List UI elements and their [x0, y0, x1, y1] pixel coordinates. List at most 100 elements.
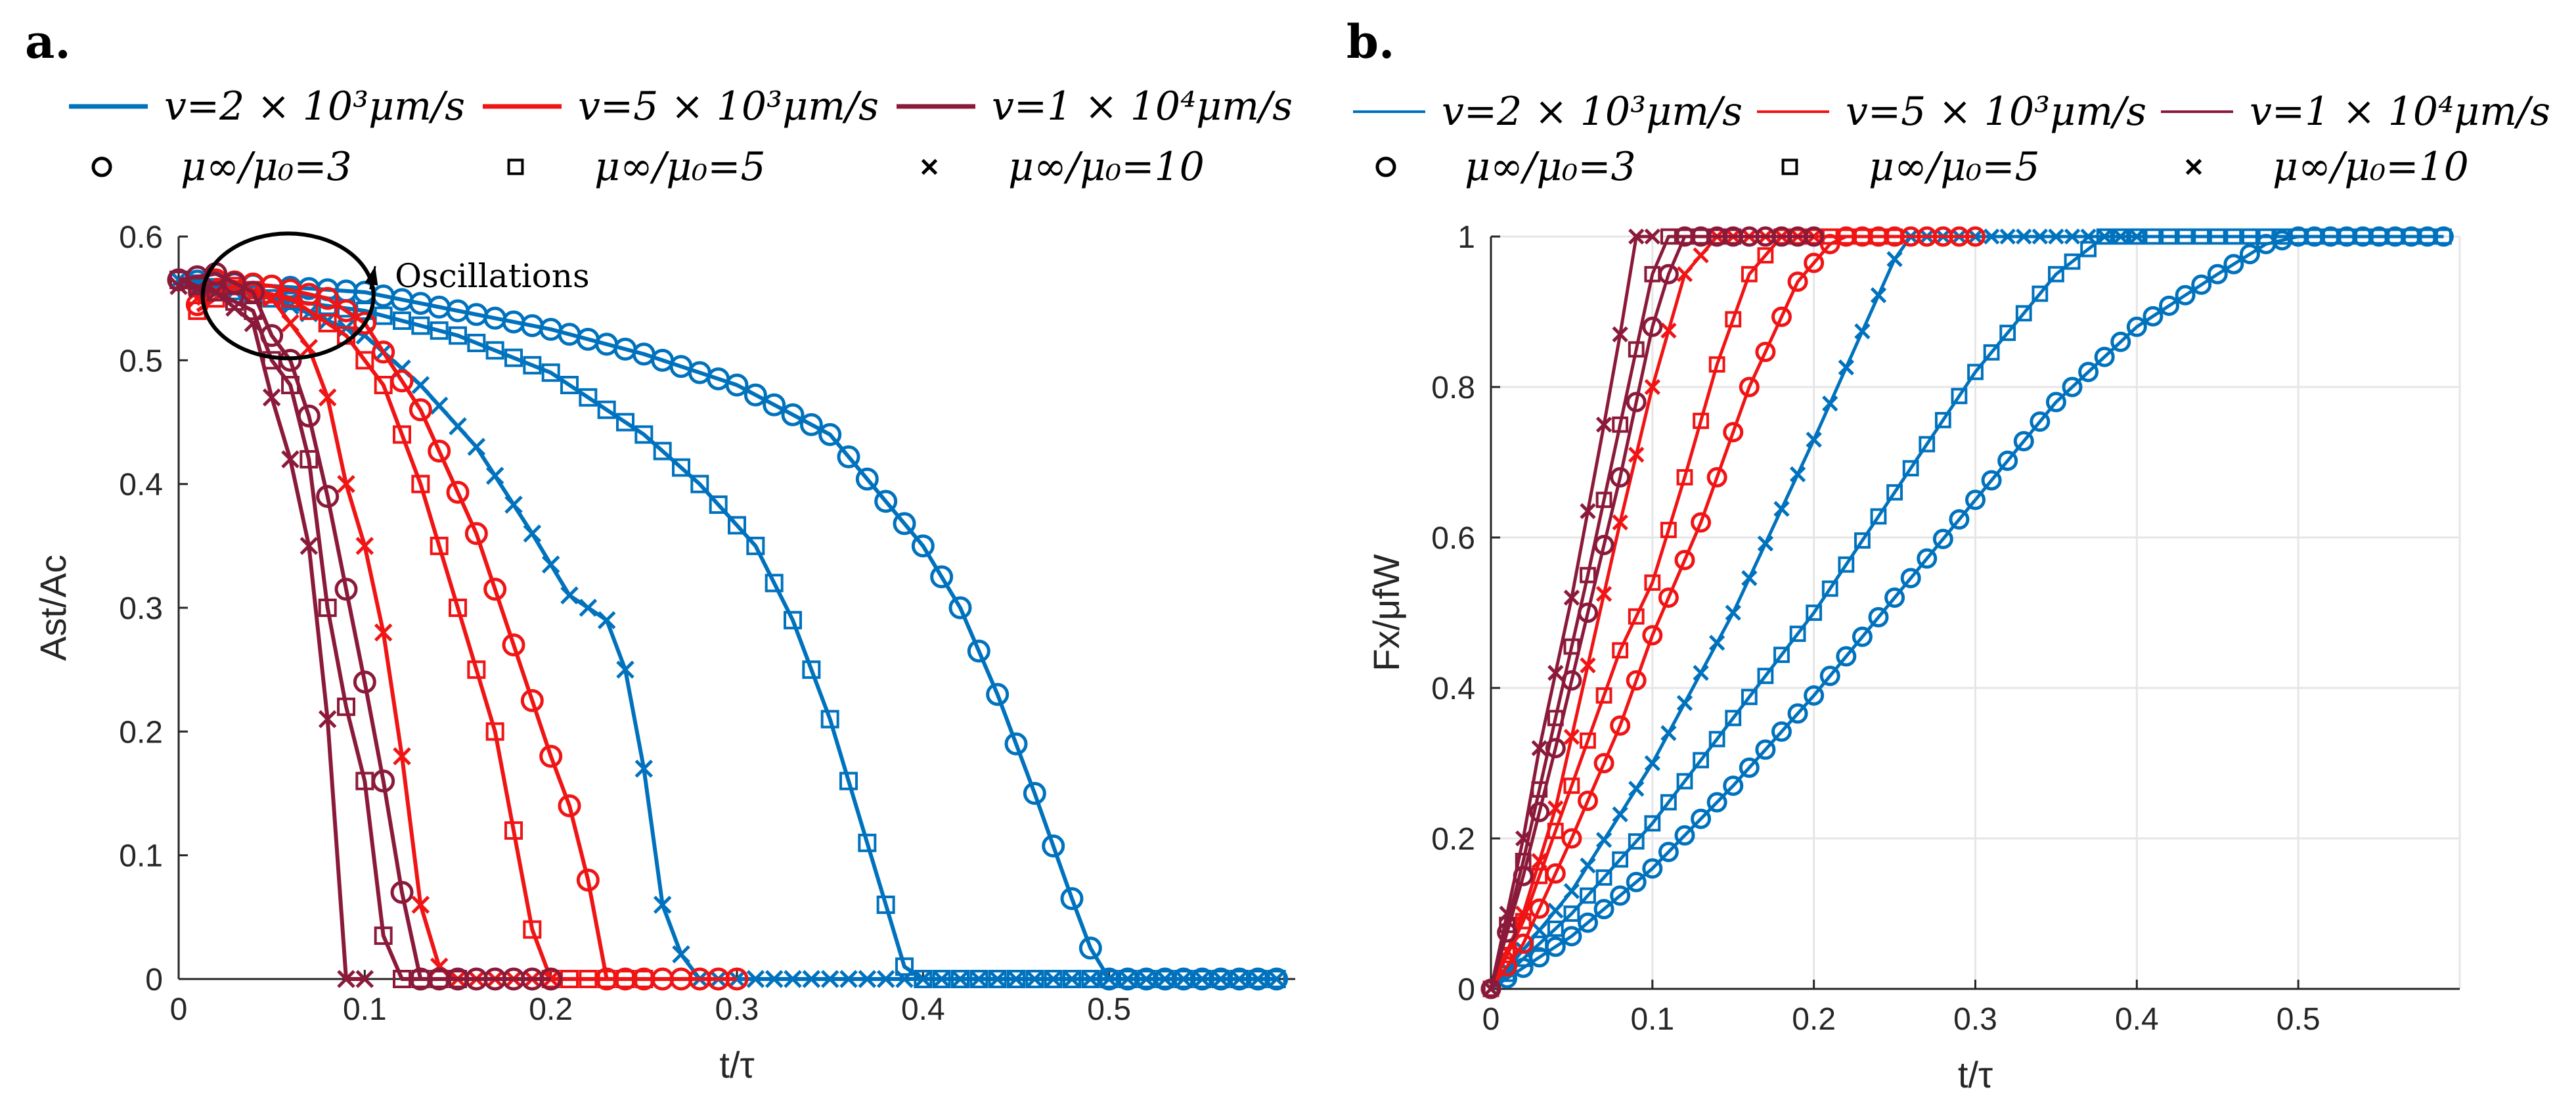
series-3-point-15-stroke-2	[430, 396, 449, 415]
series-3-point-35-stroke-2	[802, 970, 821, 988]
panel-b: b. v=2 × 10³μm/s v=5 × 10³μm/s v=1 × 10⁴μm…	[1346, 14, 2550, 1095]
legend-speed-label-2: v=5 × 10³μm/s	[578, 83, 879, 129]
series-4-point-3	[1513, 933, 1534, 954]
series-8-point-15	[1708, 228, 1725, 245]
series-6-point-5	[1547, 800, 1564, 817]
series-1-point-15	[1706, 792, 1727, 813]
series-1-point-26	[1884, 587, 1905, 608]
y-tick-label-6: 1	[1457, 220, 1475, 255]
series-1-point-49	[1060, 887, 1084, 911]
series-2-point-15	[1708, 731, 1725, 748]
series-3-point-37-stroke-2	[839, 970, 858, 988]
series-9-point-1-stroke-2	[1482, 980, 1499, 997]
series-3-point-41	[2129, 228, 2145, 245]
series-5-point-24	[616, 970, 634, 988]
series-4-point-14	[1691, 512, 1712, 533]
x-tick-label-4: 0.3	[715, 992, 759, 1027]
series-2-point-19	[504, 348, 523, 367]
series-line-2	[178, 277, 1277, 981]
series-9-point-2-stroke-2	[1499, 905, 1515, 922]
series-3-point-16	[449, 417, 467, 436]
series-4-point-22	[576, 868, 600, 892]
series-6-point-13	[411, 896, 430, 914]
series-2-point-29	[1934, 411, 1951, 428]
series-3-point-34	[784, 970, 802, 988]
series-5-point-8	[318, 313, 337, 332]
series-5-point-6	[281, 289, 300, 308]
series-5-point-17	[485, 722, 504, 741]
series-6-point-6-stroke-2	[1563, 729, 1580, 745]
series-3-point-58-stroke-2	[1230, 970, 1249, 988]
series-9-point-7	[1580, 503, 1596, 520]
series-1-point-46	[2207, 263, 2228, 285]
series-3-point-26	[634, 760, 654, 778]
series-3-point-18-stroke-2	[1757, 535, 1774, 552]
series-5-point-16	[1725, 311, 1742, 328]
series-7-point-9	[316, 485, 340, 508]
series-2-point-52	[2306, 228, 2323, 245]
series-4-point-9	[1610, 715, 1631, 736]
series-1-point-37	[2062, 376, 2083, 398]
series-3-point-42-stroke-2	[932, 970, 951, 988]
series-3-point-42	[932, 970, 951, 988]
series-3-point-25-stroke-2	[616, 660, 634, 679]
series-6-point-13-stroke-2	[1676, 266, 1693, 283]
series-3-point-24-stroke-2	[1854, 323, 1871, 340]
series-9-point-9	[1612, 326, 1628, 343]
series-4-point-16	[464, 522, 488, 545]
series-4-point-21	[1804, 252, 1825, 273]
series-3-point-28	[672, 945, 690, 964]
series-2-point-44	[2177, 228, 2194, 245]
series-1-point-42	[2143, 306, 2164, 327]
legend-ratio-label-1: μ∞/μ₀=3	[181, 144, 352, 190]
series-3-point-8-stroke-2	[1595, 832, 1612, 848]
series-1-point-16	[1723, 775, 1744, 796]
series-4-point-13	[1674, 549, 1695, 570]
series-3-point-36	[2048, 228, 2064, 245]
series-line-6	[196, 284, 551, 981]
legend-ratio-label-1: μ∞/μ₀=3	[1465, 144, 1636, 190]
series-8-point-9	[318, 599, 337, 617]
series-4-point-18	[1755, 342, 1776, 363]
series-3-point-27	[653, 896, 672, 914]
series-6-point-5-stroke-2	[262, 289, 281, 308]
series-2-point-36	[820, 710, 839, 729]
series-3-point-38-stroke-2	[858, 970, 877, 988]
series-1-point-34	[2013, 430, 2034, 451]
series-2-point-40	[895, 957, 914, 976]
series-6-point-12-stroke-2	[1660, 322, 1677, 339]
series-6-point-9-stroke-2	[337, 474, 355, 493]
series-8	[1482, 228, 1742, 997]
series-3-point-32	[1983, 228, 2000, 245]
series-8-point-10	[337, 697, 355, 716]
series-3-point-15-stroke-2	[1708, 635, 1725, 651]
series-3-point-48-stroke-2	[1044, 970, 1063, 988]
series-8-point-5	[1547, 710, 1564, 727]
series-6-point-8-stroke-2	[1595, 585, 1612, 603]
series-3-point-26-stroke-2	[1886, 251, 1903, 267]
series-6-point-9	[1612, 514, 1628, 531]
series-2-point-35	[802, 660, 821, 679]
series-3-point-41-stroke-2	[914, 970, 933, 988]
y-tick-label-3: 0.4	[1431, 672, 1475, 706]
series-9-point-3-stroke-2	[206, 283, 225, 302]
series-2-point-8	[1595, 869, 1612, 886]
series-3-point-46	[1007, 970, 1025, 988]
series-1-point-23	[1836, 646, 1857, 667]
series-3-point-53	[1137, 970, 1156, 988]
series-1-point-41	[911, 534, 935, 558]
series-3-point-55-stroke-2	[1174, 970, 1193, 988]
series-9-point-7-stroke-2	[1580, 503, 1596, 520]
series-8-point-16	[1725, 228, 1742, 245]
series-3-point-5-stroke-2	[1547, 902, 1564, 919]
series-3-point-33	[1999, 228, 2016, 245]
series-3-point-46-stroke-2	[1007, 970, 1025, 988]
series-9	[1482, 228, 1661, 997]
legend-ratio-label-3: μ∞/μ₀=10	[1008, 144, 1205, 190]
x-tick-label-6: 0.5	[1087, 992, 1131, 1027]
series-3-point-14	[411, 376, 430, 394]
y-tick-label-3: 0.2	[119, 715, 163, 750]
series-2-point-56	[2370, 228, 2387, 245]
series-9-point-8	[300, 537, 319, 555]
series-5-point-15	[449, 599, 467, 617]
